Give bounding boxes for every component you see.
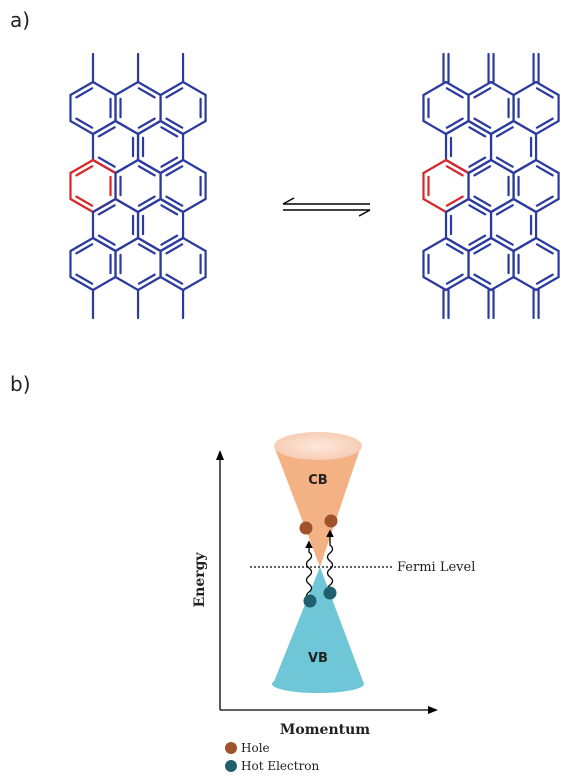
valence-band-base [272, 675, 364, 693]
vb-label: VB [308, 651, 328, 666]
hole-dot [300, 522, 313, 535]
hole-dot [325, 515, 338, 528]
electron-dot [324, 587, 337, 600]
x-axis-label: Momentum [280, 722, 370, 738]
valence-band-cone [273, 567, 364, 684]
equilibrium-arrows [283, 198, 370, 216]
graphene-nanoribbon-left [70, 54, 205, 318]
legend-electron-icon [225, 760, 237, 772]
legend: Hole Hot Electron [225, 741, 320, 773]
legend-hole-icon [225, 742, 237, 754]
legend-electron-label: Hot Electron [241, 759, 320, 773]
legend-hole-label: Hole [241, 741, 270, 755]
graphene-nanoribbon-right [423, 54, 558, 318]
band-diagram: CB VB Fermi Level Energy Momentum Hole H… [192, 432, 475, 773]
conduction-band-top [274, 432, 362, 460]
electron-dot [304, 595, 317, 608]
conduction-band-cone [274, 446, 361, 567]
y-axis-label: Energy [192, 552, 208, 608]
cb-label: CB [308, 473, 327, 488]
fermi-level-label: Fermi Level [397, 560, 475, 575]
